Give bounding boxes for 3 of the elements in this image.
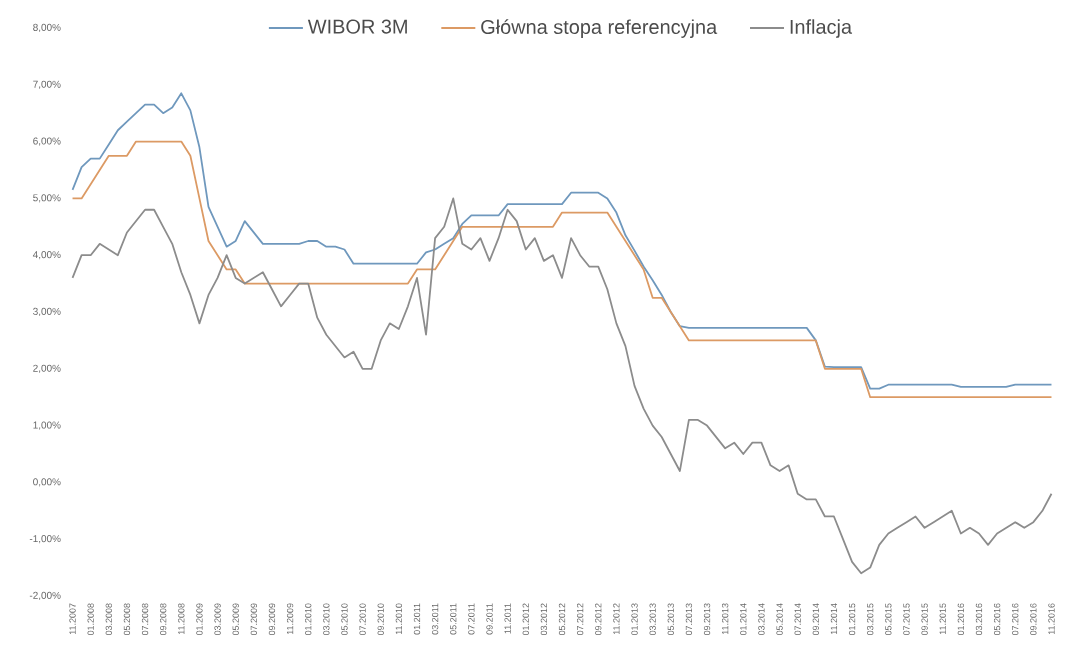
legend-label: Inflacja [790, 19, 853, 38]
legend-label: Główna stopa referencyjna [481, 19, 718, 38]
legend-label: WIBOR 3M [307, 19, 407, 34]
